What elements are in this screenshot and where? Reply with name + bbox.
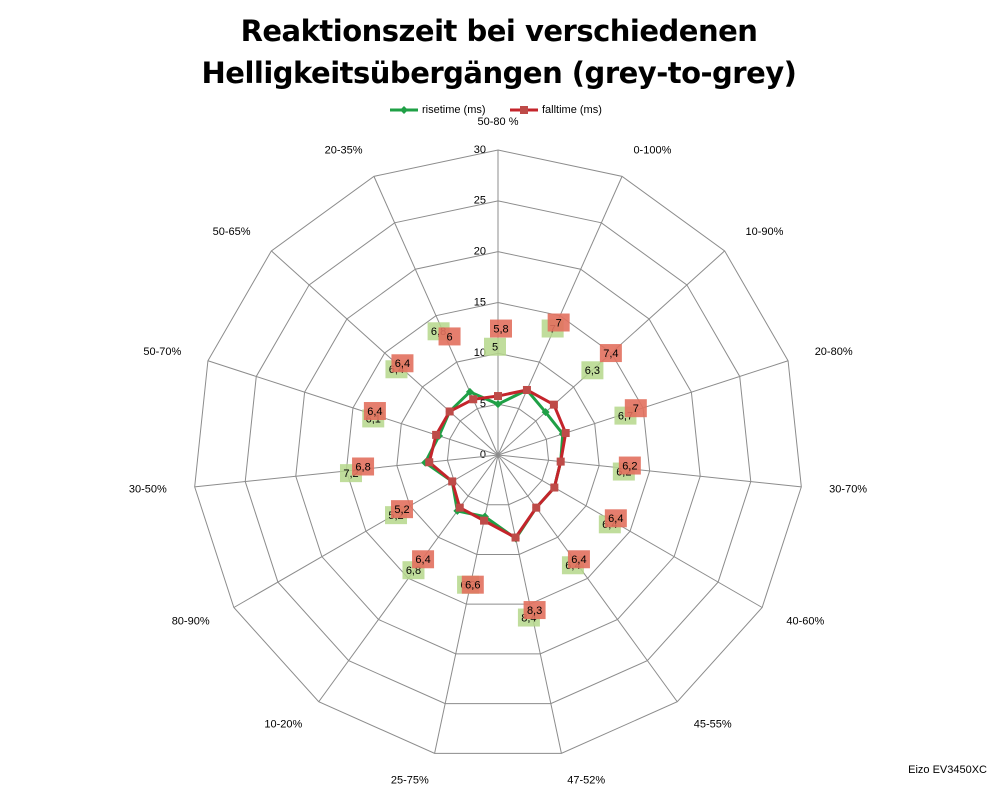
value-label: 6,3 [585,365,600,377]
label-box [581,361,604,380]
label-box [363,402,386,421]
grid-ring [244,200,752,705]
marker [556,457,565,466]
r-tick-label: 20 [474,246,486,258]
r-tick-label: 0 [480,449,486,461]
legend-label: falltime (ms) [542,104,602,116]
label-box [490,319,512,338]
category-label: 25-75% [391,775,429,786]
label-box [523,601,546,620]
grid-ring [295,251,701,655]
r-tick-label: 30 [474,144,486,156]
marker [511,533,520,542]
label-box [484,337,506,356]
marker [541,408,550,417]
label-box [618,456,641,475]
label-box [624,399,647,418]
category-label: 30-70% [829,484,867,496]
value-label: 6,4 [415,554,430,566]
legend-label: risetime (ms) [422,104,486,116]
label-box [604,509,627,528]
grid-ring [345,301,651,605]
marker [561,429,570,438]
value-label: 6,2 [622,460,637,472]
value-label: 6,4 [571,554,586,566]
category-label: 20-80% [815,346,853,358]
value-label: 6,8 [355,461,370,473]
value-label: 6 [446,331,452,343]
spoke [271,250,499,456]
value-label: 6,4 [608,513,623,525]
spoke [373,176,499,456]
chart-title: Reaktionszeit bei verschiedenen Helligke… [201,14,797,90]
category-label: 0-100% [633,145,671,157]
label-box [391,500,414,519]
category-label: 10-20% [264,718,302,730]
category-label: 80-90% [172,615,210,627]
value-label: 5 [492,342,498,354]
label-box [352,457,375,476]
marker [522,385,531,394]
r-tick-label: 5 [480,398,486,410]
marker [494,392,502,401]
marker [465,387,474,396]
marker [432,430,441,439]
marker [469,395,478,404]
category-label: 40-60% [786,615,824,627]
category-label: 10-90% [745,226,783,238]
value-label: 5,8 [493,323,508,335]
category-label: 50-70% [143,346,181,358]
category-label: 50-80 % [478,116,519,128]
label-box [412,550,435,569]
label-box [567,550,590,569]
value-label: 6,4 [395,358,410,370]
category-label: 30-50% [129,484,167,496]
marker [532,503,541,512]
category-label: 50-65% [213,226,251,238]
marker [445,407,454,416]
marker [550,483,559,492]
legend-marker [400,106,408,114]
label-box [547,313,570,332]
category-label: 47-52% [567,775,605,786]
label-box [599,344,622,363]
spoke [497,454,802,488]
r-tick-label: 10 [474,347,486,359]
label-box [391,354,414,373]
value-label: 8,3 [527,605,542,617]
series-line [427,388,568,540]
value-label: 6,6 [465,580,480,592]
marker [494,400,502,409]
marker [455,503,464,512]
legend-marker [520,106,528,114]
spoke [434,454,499,754]
r-tick-label: 25 [474,195,486,207]
r-tick-label: 15 [474,296,486,308]
spoke [497,454,763,608]
category-label: 20-35% [325,145,363,157]
value-label: 6,4 [367,406,382,418]
marker [425,458,434,467]
marker [480,516,489,525]
value-label: 5,2 [394,504,409,516]
grid-ring [446,403,550,506]
grid-ring [194,149,802,754]
spoke [207,360,499,456]
label-box [461,575,484,594]
value-label: 7 [633,403,639,415]
spoke [497,454,678,703]
marker [448,477,457,486]
grid-ring [396,352,600,555]
marker [549,400,558,409]
label-box [438,327,461,346]
value-label: 7 [556,317,562,329]
category-label: 45-55% [694,718,732,730]
value-label: 7,4 [603,348,618,360]
footnote: Eizo EV3450XC [908,764,987,776]
